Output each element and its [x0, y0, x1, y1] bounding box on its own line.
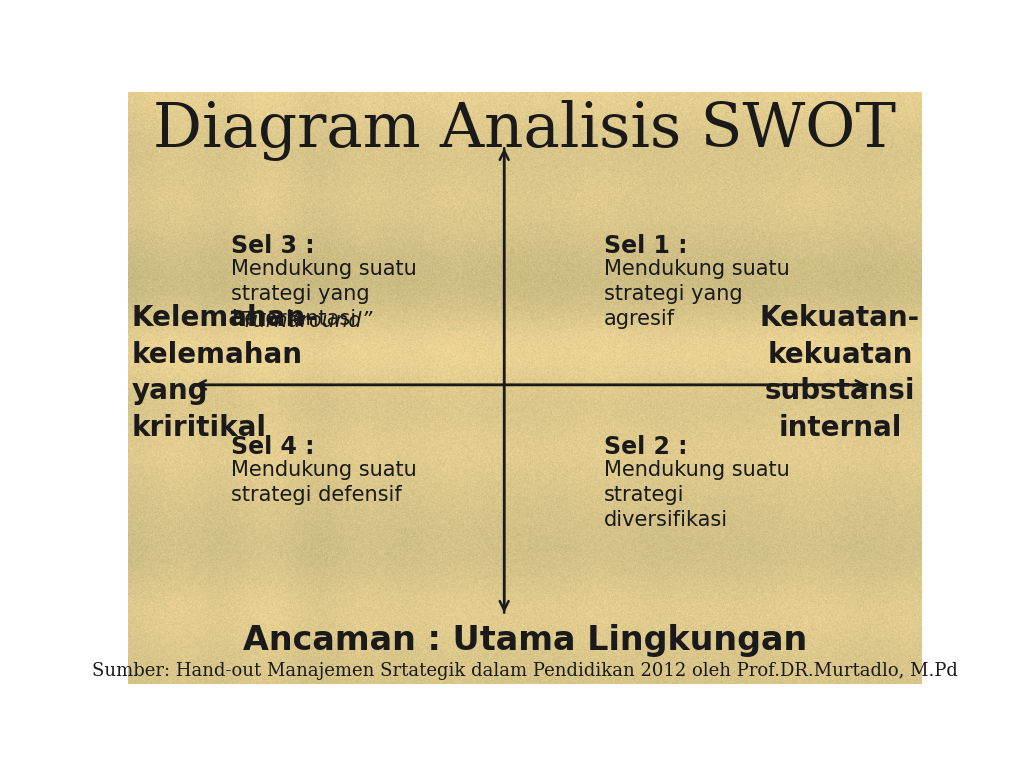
Text: Kekuatan-
kekuatan
substansi
internal: Kekuatan- kekuatan substansi internal [760, 304, 920, 442]
Text: Diagram Analisis SWOT: Diagram Analisis SWOT [154, 100, 896, 161]
Text: Sel 2 :: Sel 2 : [604, 435, 688, 459]
Text: Sel 4 :: Sel 4 : [231, 435, 314, 459]
Text: Ancaman : Utama Lingkungan: Ancaman : Utama Lingkungan [243, 624, 807, 657]
Text: “Turnaround”: “Turnaround” [231, 311, 373, 331]
Text: Mendukung suatu
strategi yang
agresif: Mendukung suatu strategi yang agresif [604, 259, 790, 329]
Text: Mendukung suatu
strategi defensif: Mendukung suatu strategi defensif [231, 460, 417, 505]
Text: Sumber: Hand-out Manajemen Srtategik dalam Pendidikan 2012 oleh Prof.DR.Murtadlo: Sumber: Hand-out Manajemen Srtategik dal… [92, 661, 957, 680]
Text: Mendukung suatu
strategi yang
berorientasi: Mendukung suatu strategi yang berorienta… [231, 259, 417, 329]
Text: Sel 3 :: Sel 3 : [231, 234, 314, 258]
Text: Kelemahan-
kelemahan
yang
kriritikal: Kelemahan- kelemahan yang kriritikal [132, 304, 317, 442]
Text: Mendukung suatu
strategi
diversifikasi: Mendukung suatu strategi diversifikasi [604, 460, 790, 530]
Text: Sel 1 :: Sel 1 : [604, 234, 688, 258]
